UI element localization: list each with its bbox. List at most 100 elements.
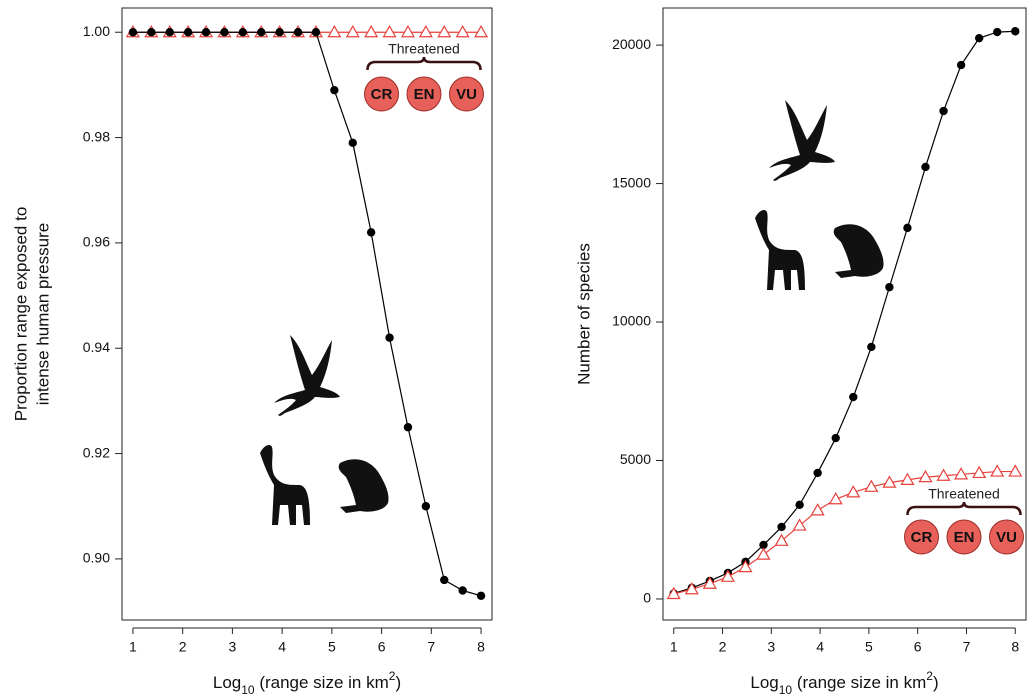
y-tick-label: 0 bbox=[643, 590, 651, 606]
data-point bbox=[849, 392, 858, 402]
threat-circle bbox=[904, 519, 939, 555]
data-point bbox=[738, 559, 753, 573]
data-point bbox=[702, 576, 717, 589]
data-point bbox=[846, 485, 861, 498]
x-tick-label: 5 bbox=[328, 639, 336, 655]
y-axis-label: intense human pressure bbox=[33, 223, 52, 405]
plot-frame bbox=[121, 7, 493, 621]
data-point bbox=[936, 468, 951, 481]
data-point bbox=[421, 502, 431, 511]
threat-circle-label: VU bbox=[996, 529, 1017, 546]
data-point bbox=[939, 106, 948, 116]
data-point bbox=[128, 28, 138, 37]
data-point bbox=[1008, 464, 1023, 477]
data-point bbox=[293, 28, 303, 37]
data-point bbox=[921, 162, 930, 172]
x-axis-label: Log10 (range size in km2) bbox=[213, 669, 401, 697]
data-point bbox=[666, 586, 681, 600]
data-point bbox=[954, 467, 969, 480]
data-point bbox=[1011, 27, 1020, 36]
y-axis-label: Number of species bbox=[574, 243, 593, 385]
data-point bbox=[382, 25, 397, 38]
x-axis-label-part: 2 bbox=[926, 669, 933, 683]
data-point bbox=[974, 33, 984, 43]
data-point bbox=[348, 138, 357, 148]
data-point bbox=[418, 25, 433, 38]
threat-circle-label: VU bbox=[456, 86, 477, 103]
data-point bbox=[828, 492, 843, 505]
data-point bbox=[238, 28, 248, 37]
x-tick-label: 4 bbox=[278, 639, 286, 655]
data-point bbox=[366, 228, 376, 237]
data-point bbox=[183, 28, 193, 37]
data-point bbox=[918, 469, 933, 483]
data-point bbox=[720, 569, 735, 582]
y-tick-label: 5000 bbox=[620, 451, 651, 467]
y-tick-label: 10000 bbox=[612, 313, 651, 329]
brace bbox=[366, 56, 482, 71]
y-tick-label: 0.94 bbox=[83, 339, 110, 355]
data-point bbox=[756, 547, 771, 560]
data-point bbox=[474, 25, 489, 38]
x-tick-label: 6 bbox=[914, 639, 922, 655]
data-point bbox=[990, 464, 1005, 477]
data-point bbox=[993, 27, 1002, 37]
x-axis-label-part: 10 bbox=[241, 683, 255, 697]
data-point bbox=[257, 28, 266, 37]
x-tick-label: 7 bbox=[963, 639, 971, 655]
data-point bbox=[385, 333, 394, 342]
data-point bbox=[437, 25, 452, 38]
x-axis-label-part: Log bbox=[213, 673, 241, 692]
data-point bbox=[972, 465, 987, 479]
data-point bbox=[275, 28, 284, 37]
x-axis-label: Log10 (range size in km2) bbox=[750, 669, 938, 697]
data-point bbox=[885, 282, 894, 292]
threat-circle-label: EN bbox=[414, 86, 435, 103]
brace bbox=[906, 501, 1022, 516]
data-point bbox=[792, 518, 807, 531]
x-axis-label-part: (range size in km bbox=[792, 673, 926, 692]
series-line bbox=[673, 30, 1016, 594]
data-point bbox=[777, 522, 786, 532]
x-tick-label: 8 bbox=[477, 639, 485, 655]
x-axis-label-part: (range size in km bbox=[255, 673, 389, 692]
x-tick-label: 4 bbox=[816, 639, 824, 655]
threat-circle-label: EN bbox=[954, 529, 975, 546]
data-point bbox=[774, 533, 789, 546]
x-tick-label: 1 bbox=[129, 639, 137, 655]
data-point bbox=[810, 503, 825, 516]
data-point bbox=[831, 433, 840, 443]
data-point bbox=[327, 25, 342, 38]
threat-circle bbox=[364, 76, 399, 112]
x-axis-label-part: ) bbox=[933, 673, 939, 692]
x-tick-label: 3 bbox=[229, 639, 237, 655]
plot-frame bbox=[662, 7, 1027, 621]
animal-silhouettes bbox=[755, 100, 884, 290]
data-point bbox=[364, 25, 379, 38]
panel: 0.90 0.92 0.94 0.96 0.98 1.00 1 2 3 4 5 6 7 8 Log10 (r… bbox=[11, 7, 493, 697]
data-point bbox=[956, 60, 966, 70]
data-point bbox=[311, 28, 321, 37]
threat-circle bbox=[946, 519, 982, 555]
data-point bbox=[345, 25, 360, 38]
y-tick-label: 15000 bbox=[612, 174, 651, 190]
data-point bbox=[900, 472, 915, 485]
data-point bbox=[458, 586, 467, 595]
y-tick-label: 0.90 bbox=[83, 550, 110, 566]
data-point bbox=[400, 25, 415, 38]
y-tick-label: 0.92 bbox=[83, 444, 110, 460]
data-point bbox=[165, 28, 174, 37]
data-point bbox=[220, 28, 229, 37]
threat-circle-label: CR bbox=[911, 529, 933, 546]
data-point bbox=[864, 479, 879, 492]
data-point bbox=[882, 475, 897, 488]
data-point bbox=[813, 468, 822, 478]
x-axis-label-part: 10 bbox=[779, 683, 793, 697]
data-point bbox=[759, 540, 768, 550]
x-tick-label: 6 bbox=[378, 639, 386, 655]
data-point bbox=[201, 28, 211, 37]
x-tick-label: 1 bbox=[670, 639, 678, 655]
x-tick-label: 5 bbox=[865, 639, 873, 655]
y-axis-label: Proportion range exposed to bbox=[11, 207, 30, 422]
